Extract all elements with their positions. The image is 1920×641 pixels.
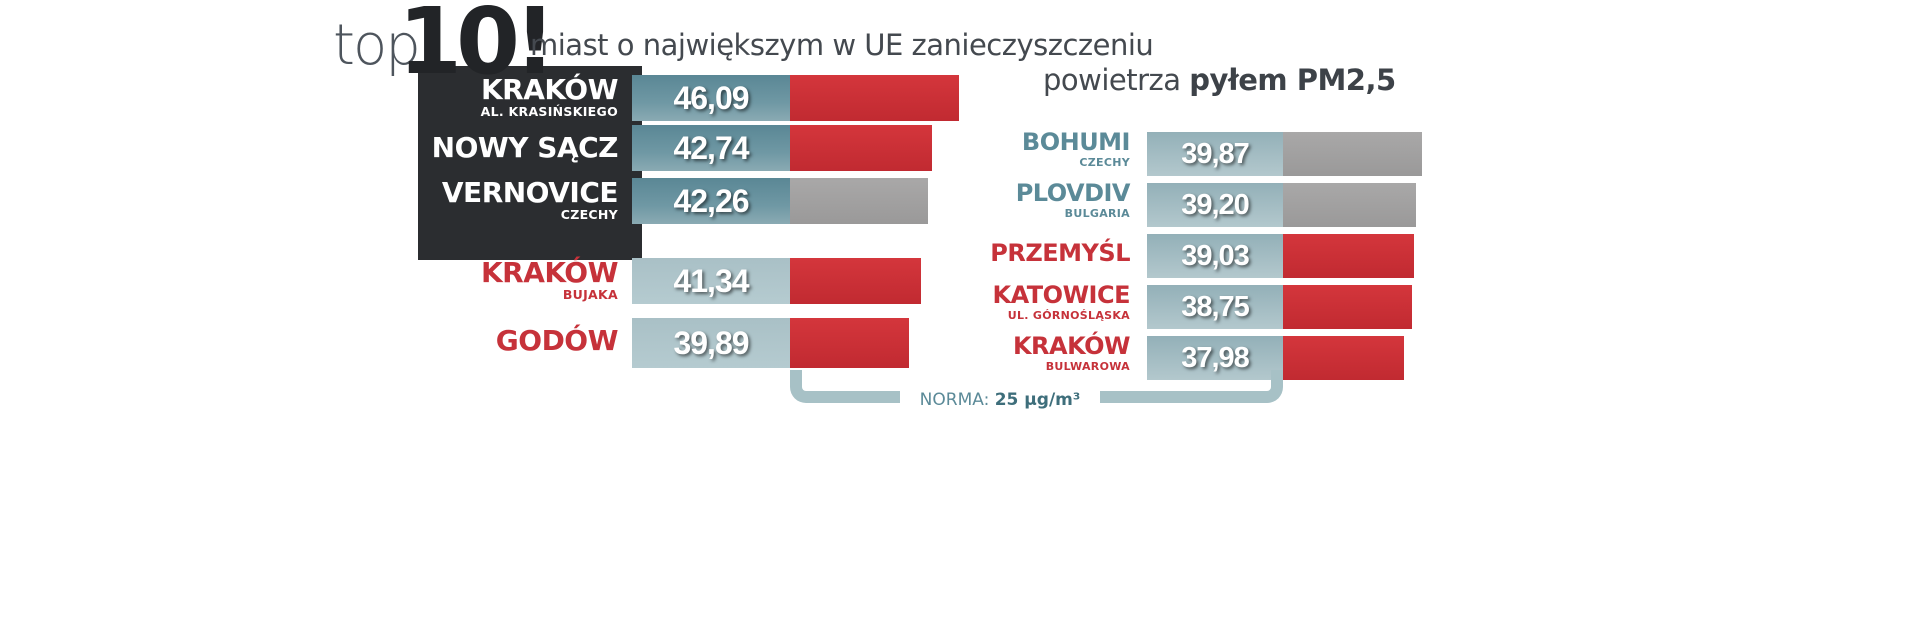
left-0-value-label: 46,09 xyxy=(673,79,749,116)
left-4-value-label: 39,89 xyxy=(673,324,749,361)
right-0-label: BOHUMI CZECHY xyxy=(1021,128,1131,170)
right-4-sub: BULWAROWA xyxy=(1045,360,1130,373)
right-4-value-label: 37,98 xyxy=(1181,341,1250,374)
left-0-value-box: 46,09 xyxy=(632,75,790,121)
left-0-label: KRAKÓW AL. KRASIŃSKIEGO xyxy=(480,73,619,119)
left-1-city: NOWY SĄCZ xyxy=(431,131,619,164)
right-1-value-label: 39,20 xyxy=(1181,188,1250,221)
right-3-bar xyxy=(1283,285,1412,329)
right-0-bar xyxy=(1283,132,1422,176)
right-3-value-label: 38,75 xyxy=(1181,290,1250,323)
left-2-bar xyxy=(790,178,928,224)
right-1-city: PLOVDIV xyxy=(1015,179,1131,207)
norm-label-text: NORMA: xyxy=(919,390,990,410)
right-4-bar xyxy=(1283,336,1404,380)
right-1-value-box: 39,20 xyxy=(1147,183,1283,227)
right-3-label: KATOWICE UL. GÓRNOŚLĄSKA xyxy=(992,281,1131,323)
right-1-sub: BULGARIA xyxy=(1064,207,1130,220)
left-4-value-box: 39,89 xyxy=(632,318,790,368)
title-ten: 10! xyxy=(398,0,556,95)
left-2-label: VERNOVICE CZECHY xyxy=(441,176,619,222)
right-0-city: BOHUMI xyxy=(1021,128,1131,156)
right-3-value-box: 38,75 xyxy=(1147,285,1283,329)
left-3-value-label: 41,34 xyxy=(673,262,749,299)
left-2-city: VERNOVICE xyxy=(441,176,619,209)
right-4-city: KRAKÓW xyxy=(1012,332,1131,360)
right-2-city: PRZEMYŚL xyxy=(990,239,1130,267)
left-0-bar xyxy=(790,75,959,121)
title-line2-bold: pyłem PM2,5 xyxy=(1189,63,1396,97)
left-4-bar xyxy=(790,318,909,368)
norm-value: 25 µg/m³ xyxy=(994,390,1081,410)
title-line2: powietrza pyłem PM2,5 xyxy=(1043,63,1396,97)
left-3-label: KRAKÓW BUJAKA xyxy=(480,256,619,302)
left-4-label: GODÓW xyxy=(495,324,619,357)
right-1-label: PLOVDIV BULGARIA xyxy=(1015,179,1131,221)
title-top: top xyxy=(333,13,421,78)
right-4-label: KRAKÓW BULWAROWA xyxy=(1012,332,1131,374)
right-2-value-label: 39,03 xyxy=(1181,239,1250,272)
right-0-sub: CZECHY xyxy=(1079,156,1130,169)
left-2-value-box: 42,26 xyxy=(632,178,790,224)
right-0-value-box: 39,87 xyxy=(1147,132,1283,176)
right-4-value-box: 37,98 xyxy=(1147,336,1283,380)
left-2-value-label: 42,26 xyxy=(673,182,749,219)
left-1-value-box: 42,74 xyxy=(632,125,790,171)
left-1-label: NOWY SĄCZ xyxy=(431,131,619,164)
right-2-bar xyxy=(1283,234,1414,278)
top3-dark-panel xyxy=(418,66,642,260)
left-3-city: KRAKÓW xyxy=(480,256,619,289)
right-3-city: KATOWICE xyxy=(992,281,1131,309)
right-1-bar xyxy=(1283,183,1416,227)
left-4-city: GODÓW xyxy=(495,324,619,357)
left-0-sub: AL. KRASIŃSKIEGO xyxy=(480,104,618,119)
right-2-label: PRZEMYŚL xyxy=(990,240,1130,267)
left-3-bar xyxy=(790,258,921,304)
title-line1: miast o największym w UE zanieczyszczeni… xyxy=(530,28,1154,62)
right-2-value-box: 39,03 xyxy=(1147,234,1283,278)
title-line2-prefix: powietrza xyxy=(1043,63,1190,97)
norm-label: NORMA: 25 µg/m³ xyxy=(900,390,1100,410)
left-3-value-box: 41,34 xyxy=(632,258,790,304)
left-3-sub: BUJAKA xyxy=(562,287,618,302)
left-1-bar xyxy=(790,125,932,171)
left-2-sub: CZECHY xyxy=(560,207,618,222)
right-3-sub: UL. GÓRNOŚLĄSKA xyxy=(1007,309,1130,322)
left-0-city: KRAKÓW xyxy=(480,73,619,106)
right-0-value-label: 39,87 xyxy=(1181,137,1250,170)
left-1-value-label: 42,74 xyxy=(673,129,749,166)
